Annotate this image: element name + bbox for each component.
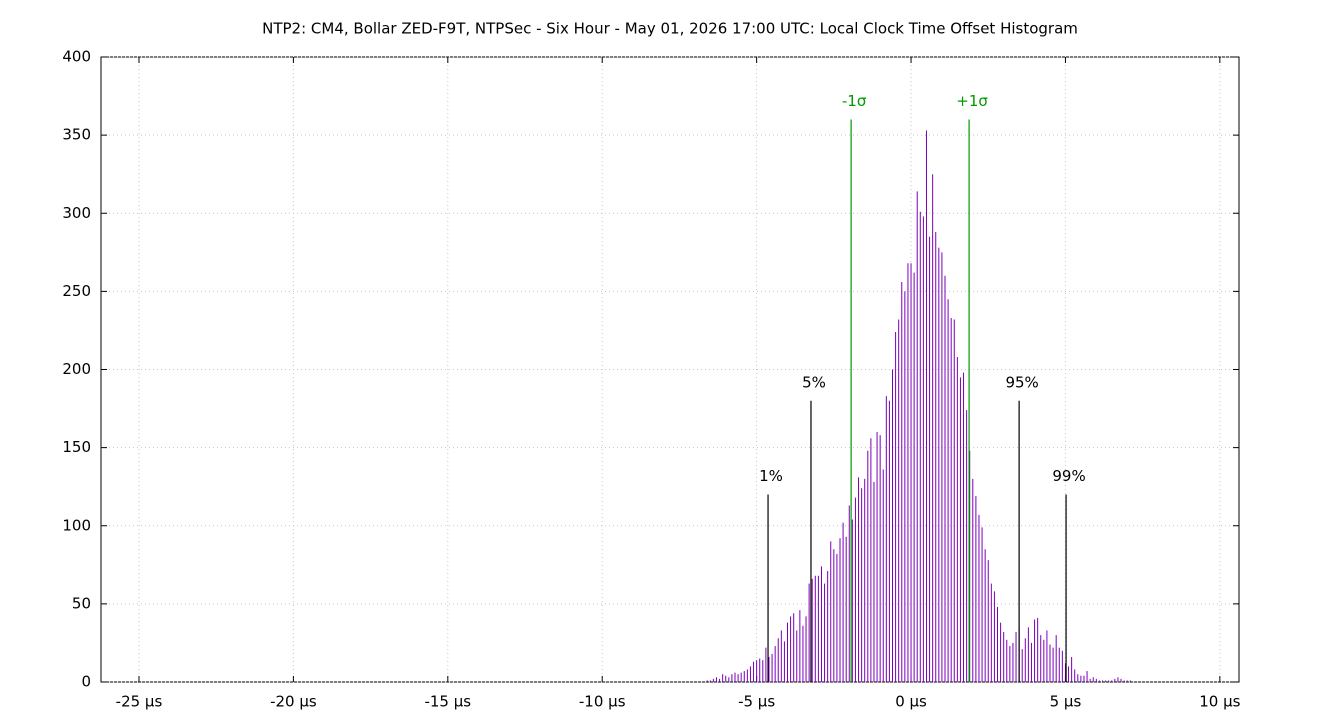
y-tick-label: 250: [62, 282, 91, 300]
x-tick-label: -25 µs: [116, 693, 163, 711]
x-tick-label: -10 µs: [579, 693, 626, 711]
y-tick-label: 0: [81, 673, 91, 691]
x-tick-label: 5 µs: [1050, 693, 1082, 711]
y-tick-label: 400: [62, 48, 91, 66]
y-tick-label: 50: [72, 594, 91, 612]
x-tick-label: 10 µs: [1199, 693, 1240, 711]
marker-label: 1%: [759, 467, 783, 485]
marker-label: 5%: [802, 373, 826, 391]
y-tick-label: 300: [62, 204, 91, 222]
marker-label: +1σ: [956, 92, 988, 110]
marker-label: 95%: [1005, 373, 1038, 391]
x-tick-label: 0 µs: [895, 693, 927, 711]
chart-title: NTP2: CM4, Bollar ZED-F9T, NTPSec - Six …: [262, 20, 1078, 38]
x-tick-label: -15 µs: [424, 693, 471, 711]
x-tick-label: -20 µs: [270, 693, 317, 711]
y-tick-label: 200: [62, 360, 91, 378]
y-tick-label: 350: [62, 126, 91, 144]
marker-label: 99%: [1052, 467, 1085, 485]
marker-label: -1σ: [842, 92, 867, 110]
x-tick-label: -5 µs: [738, 693, 775, 711]
y-tick-label: 150: [62, 438, 91, 456]
y-tick-label: 100: [62, 516, 91, 534]
